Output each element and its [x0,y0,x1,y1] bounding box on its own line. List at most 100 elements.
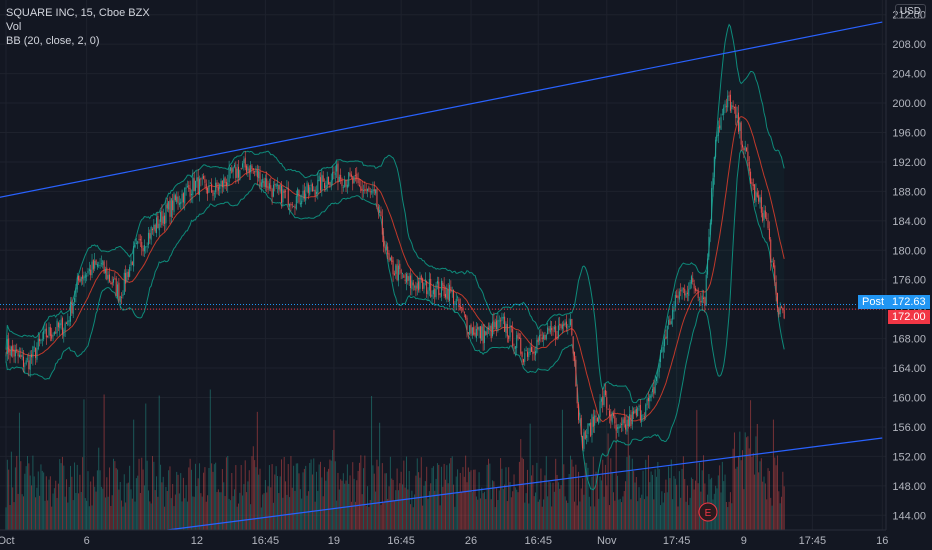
volume-bar [658,469,660,530]
candle-body [223,178,225,188]
volume-bar [174,494,176,530]
currency-button[interactable]: USD [894,4,926,19]
candle-body [681,288,683,292]
candle-body [608,410,610,417]
volume-bar [422,505,424,530]
volume-bar [96,470,98,530]
volume-bar [552,482,554,530]
volume-bar [86,500,88,530]
candle-body [762,213,764,222]
candle-body [76,277,78,290]
volume-bar [14,467,16,530]
candle-body [110,283,112,284]
symbol-title[interactable]: SQUARE INC, 15, Cboe BZX [6,7,150,19]
volume-bar [270,487,272,530]
candle-body [82,275,84,279]
volume-bar [623,491,625,530]
price-tick-label: 196.00 [892,128,926,140]
candle-body [701,295,703,303]
candle-body [467,332,469,334]
volume-indicator-label[interactable]: Vol [6,21,22,33]
volume-bar [536,462,538,530]
volume-bar [137,475,139,530]
volume-bar [655,476,657,530]
volume-bar [60,463,62,530]
volume-bar [770,497,772,530]
price-axis[interactable]: 212.00208.00204.00200.00196.00192.00188.… [885,0,932,550]
volume-bar [43,472,45,530]
candle-body [697,289,699,298]
candle-body [393,273,395,275]
volume-bar [27,456,29,530]
volume-bar [676,484,678,530]
candle-body [561,324,563,329]
candle-body [411,280,413,290]
candle-body [94,260,96,269]
candle-body [166,203,168,209]
volume-bar [268,465,270,530]
volume-bar [142,469,144,530]
bollinger-upper [5,23,785,404]
bollinger-indicator-label[interactable]: BB (20, close, 2, 0) [6,35,100,47]
candle-body [117,284,119,298]
time-tick-label: Oct [0,535,15,547]
candle-body [338,176,340,182]
post-label-tag: Post [858,295,889,309]
time-tick-label: 19 [328,535,340,547]
candle-body [384,246,386,249]
trendlines[interactable] [0,21,883,531]
volume-bar [233,489,235,530]
candle-body [677,295,679,298]
volume-bar [743,489,745,530]
time-axis[interactable]: Oct 6 12 16:45 19 16:45 26 16:45 Nov 17:45 9 17:45 1… [0,529,932,550]
candle-body [37,338,39,349]
volume-bar [575,464,577,530]
volume-bar [727,507,729,530]
volume-bar [318,464,320,530]
volume-bar [354,501,356,530]
candle-body [779,306,781,315]
earnings-marker-circle[interactable] [698,502,718,522]
volume-bar [223,482,225,530]
volume-bar [489,463,491,530]
volume-bar [657,462,659,530]
lower-trendline[interactable] [167,437,883,531]
volume-bar [703,455,705,530]
volume-bar [235,465,237,530]
volume-bar [285,481,287,530]
volume-bar [9,504,11,530]
upper-trendline[interactable] [0,21,883,199]
volume-bar [494,507,496,530]
price-tick-label: 148.00 [892,481,926,493]
candle-body [121,296,123,298]
candle-body [243,159,245,164]
candle-body [250,165,252,173]
volume-bar [596,474,598,530]
volume-bar [90,481,92,530]
volume-bar [645,459,647,530]
time-tick-label: 12 [191,535,203,547]
volume-bar [610,458,612,530]
volume-bar [37,471,39,530]
volume-bar [236,506,238,530]
earnings-marker[interactable]: E [698,502,718,522]
volume-bar [677,506,679,530]
volume-bar [532,465,534,530]
volume-bar [193,496,195,530]
volume-bar [774,457,776,530]
volume-bar [28,463,30,530]
volume-bar [203,472,205,530]
candle-body [252,168,254,170]
volume-bar [127,482,129,530]
candle-body [412,282,414,286]
volume-bar [446,465,448,530]
volume-bar [130,489,132,530]
volume-bar [674,478,676,530]
candle-body [219,184,221,189]
volume-bar [668,466,670,530]
volume-bar [22,496,24,530]
volume-bar [512,491,514,530]
candle-body [154,224,156,232]
volume-bar [539,499,541,530]
